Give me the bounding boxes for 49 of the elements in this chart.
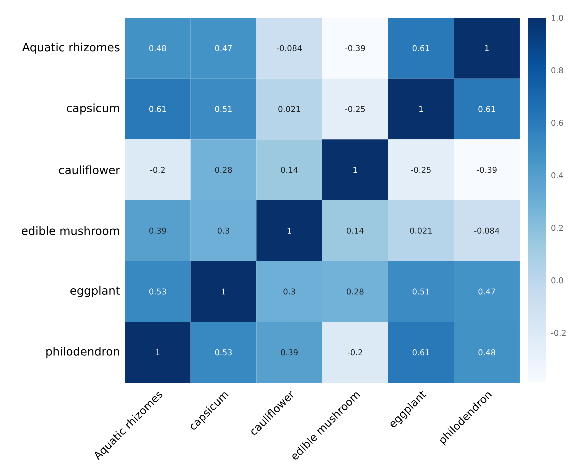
color-bar-label: 0.8 <box>552 67 564 74</box>
data-label: 0.48 <box>150 45 166 52</box>
color-bar-label: 1.0 <box>552 14 564 22</box>
data-label: 0.47 <box>215 45 232 52</box>
data-label: 0.3 <box>218 228 230 234</box>
color-bar-label: 0.2 <box>552 225 564 232</box>
data-label: 1 <box>420 106 424 112</box>
data-label: 1 <box>222 288 226 295</box>
data-label: 0.39 <box>281 350 298 356</box>
data-label: -0.25 <box>411 167 431 174</box>
data-label: 1 <box>485 46 489 52</box>
data-label: 0.14 <box>281 167 298 174</box>
data-label: -0.25 <box>345 106 366 112</box>
data-label: -0.39 <box>477 167 497 174</box>
data-label: -0.39 <box>345 45 366 52</box>
data-label: -0.2 <box>348 350 362 356</box>
color-bar-label: 0.4 <box>552 172 564 179</box>
color-bar-label: -0.2 <box>551 330 566 336</box>
data-label: 0.48 <box>478 350 496 356</box>
data-label: 0.3 <box>284 288 296 295</box>
data-label: 0.14 <box>347 228 364 234</box>
y-tick-label: philodendron <box>46 347 120 358</box>
data-label: 0.61 <box>150 106 166 112</box>
data-label: 0.47 <box>478 288 496 295</box>
data-label: 0.51 <box>215 106 232 112</box>
data-label: -0.084 <box>277 45 302 52</box>
y-tick-label: capsicum <box>67 104 120 115</box>
data-label: 0.61 <box>412 350 430 356</box>
data-label: -0.2 <box>150 167 165 174</box>
y-tick-label: eggplant <box>70 286 120 298</box>
data-label: 0.28 <box>215 167 232 174</box>
data-label: -0.084 <box>474 228 500 234</box>
data-label: 0.61 <box>412 45 430 52</box>
y-tick-label: edible mushroom <box>22 226 120 236</box>
data-label: 0.53 <box>150 288 166 295</box>
data-label: 0.61 <box>478 106 496 112</box>
y-tick-label: Aquatic rhizomes <box>22 42 120 54</box>
data-label: 1 <box>156 350 160 356</box>
data-label: 0.53 <box>215 350 232 356</box>
data-label: 0.28 <box>347 288 364 295</box>
data-label: 0.51 <box>412 288 430 295</box>
data-label: 1 <box>288 228 292 234</box>
data-label: 1 <box>354 167 358 173</box>
data-label: 0.021 <box>278 106 300 112</box>
color-bar-label: 0.6 <box>552 120 564 126</box>
data-label: 0.39 <box>150 228 166 234</box>
data-label: 0.021 <box>410 228 432 234</box>
y-tick-label: cauliflower <box>59 166 120 174</box>
color-bar-label: 0.0 <box>552 278 564 284</box>
